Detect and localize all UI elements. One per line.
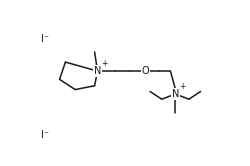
Text: +: + xyxy=(101,59,107,68)
Text: O: O xyxy=(141,66,148,76)
Text: N: N xyxy=(171,89,178,99)
Text: +: + xyxy=(178,82,184,91)
Text: I⁻: I⁻ xyxy=(41,130,49,140)
Text: I⁻: I⁻ xyxy=(41,34,49,44)
Text: N: N xyxy=(94,66,101,76)
